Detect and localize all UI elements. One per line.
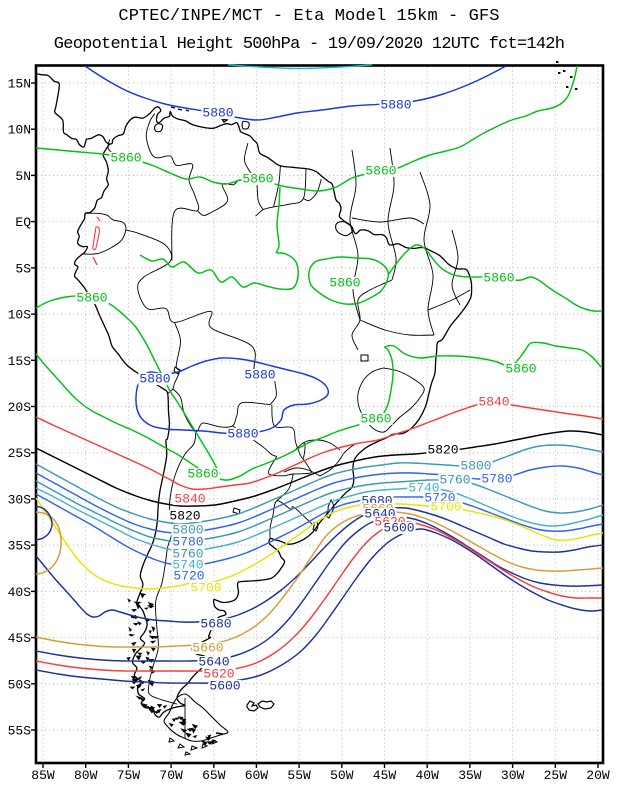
- svg-text:5820: 5820: [169, 509, 200, 524]
- svg-text:45W: 45W: [373, 768, 397, 783]
- svg-text:20S: 20S: [8, 400, 32, 415]
- svg-text:85W: 85W: [31, 768, 55, 783]
- svg-text:5880: 5880: [227, 427, 258, 442]
- svg-text:25W: 25W: [544, 768, 568, 783]
- svg-text:5840: 5840: [174, 492, 205, 507]
- svg-text:5860: 5860: [360, 412, 391, 427]
- svg-text:35S: 35S: [8, 539, 32, 554]
- svg-text:5800: 5800: [172, 523, 203, 538]
- svg-text:5S: 5S: [15, 261, 31, 276]
- svg-text:5860: 5860: [110, 151, 141, 166]
- svg-text:5600: 5600: [383, 521, 414, 536]
- svg-text:5600: 5600: [209, 679, 240, 694]
- svg-text:5760: 5760: [439, 473, 470, 488]
- svg-text:10N: 10N: [8, 123, 31, 138]
- svg-text:5740: 5740: [408, 481, 439, 496]
- svg-text:70W: 70W: [159, 768, 183, 783]
- svg-text:80W: 80W: [74, 768, 98, 783]
- svg-text:75W: 75W: [117, 768, 141, 783]
- svg-text:5860: 5860: [483, 271, 514, 286]
- svg-text:5860: 5860: [76, 291, 107, 306]
- svg-text:25S: 25S: [8, 446, 32, 461]
- svg-text:5860: 5860: [505, 362, 536, 377]
- svg-text:5880: 5880: [380, 98, 411, 113]
- svg-text:5720: 5720: [173, 569, 204, 584]
- svg-text:60W: 60W: [245, 768, 269, 783]
- svg-text:5700: 5700: [430, 500, 461, 515]
- svg-text:5880: 5880: [202, 106, 233, 121]
- svg-text:5800: 5800: [460, 459, 491, 474]
- svg-text:EQ: EQ: [15, 215, 31, 230]
- svg-text:10S: 10S: [8, 308, 32, 323]
- svg-text:5860: 5860: [187, 467, 218, 482]
- svg-text:55W: 55W: [287, 768, 311, 783]
- svg-text:5820: 5820: [427, 443, 458, 458]
- svg-text:30W: 30W: [501, 768, 525, 783]
- svg-text:5860: 5860: [365, 164, 396, 179]
- svg-text:5640: 5640: [198, 655, 229, 670]
- svg-text:5660: 5660: [192, 641, 223, 656]
- svg-text:55S: 55S: [8, 724, 32, 739]
- svg-text:45S: 45S: [8, 631, 32, 646]
- svg-text:5620: 5620: [203, 667, 234, 682]
- svg-text:40W: 40W: [415, 768, 439, 783]
- svg-text:5840: 5840: [478, 395, 509, 410]
- svg-text:5740: 5740: [172, 558, 203, 573]
- svg-text:5760: 5760: [172, 547, 203, 562]
- svg-text:15N: 15N: [8, 77, 31, 92]
- svg-text:5780: 5780: [172, 535, 203, 550]
- svg-text:5860: 5860: [329, 276, 360, 291]
- svg-text:50W: 50W: [330, 768, 354, 783]
- svg-text:5680: 5680: [200, 617, 231, 632]
- svg-text:5N: 5N: [15, 169, 31, 184]
- svg-text:35W: 35W: [458, 768, 482, 783]
- svg-text:20W: 20W: [586, 768, 610, 783]
- svg-text:CPTEC/INPE/MCT - Eta Model 15: CPTEC/INPE/MCT - Eta Model 15km - GFS: [118, 7, 499, 26]
- svg-text:30S: 30S: [8, 492, 32, 507]
- svg-text:5780: 5780: [481, 472, 512, 487]
- svg-text:5880: 5880: [244, 368, 275, 383]
- svg-text:15S: 15S: [8, 354, 32, 369]
- svg-text:Geopotential Height 500hPa - 1: Geopotential Height 500hPa - 19/09/2020 …: [54, 35, 564, 54]
- svg-text:5700: 5700: [190, 581, 221, 596]
- svg-text:5880: 5880: [139, 372, 170, 387]
- svg-text:40S: 40S: [8, 585, 32, 600]
- svg-text:65W: 65W: [202, 768, 226, 783]
- svg-text:50S: 50S: [8, 677, 32, 692]
- svg-text:5860: 5860: [242, 172, 273, 187]
